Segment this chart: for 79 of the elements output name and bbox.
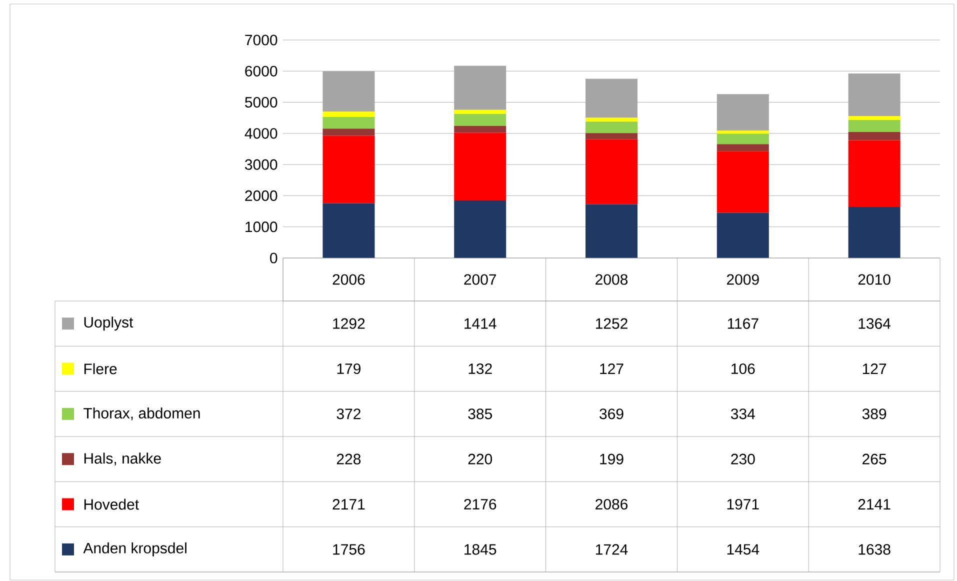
data-label: 1167 xyxy=(728,318,758,329)
data-label: 2086 xyxy=(596,498,628,510)
data-label: 127 xyxy=(600,364,624,374)
data-label: 265 xyxy=(862,454,886,464)
x-tick-label: 2007 xyxy=(464,274,496,285)
data-label: 132 xyxy=(468,363,492,374)
y-tick-label: 4000 xyxy=(244,128,278,139)
data-label: 389 xyxy=(862,408,886,420)
data-label: 1414 xyxy=(464,318,496,329)
y-tick-label: 3000 xyxy=(245,159,278,170)
bar xyxy=(454,66,506,110)
bar xyxy=(848,132,900,140)
data-label: 228 xyxy=(336,454,361,464)
x-tick-label: 2010 xyxy=(858,274,890,285)
bar xyxy=(716,212,769,258)
bar xyxy=(586,133,638,140)
x-tick-label: 2006 xyxy=(332,274,365,285)
bar xyxy=(586,122,638,134)
bar xyxy=(586,118,638,122)
bar xyxy=(454,200,506,258)
legend-label: Thorax, abdomen xyxy=(84,408,200,420)
bar xyxy=(586,139,638,204)
bar xyxy=(322,136,375,204)
data-label: 369 xyxy=(600,408,624,420)
legend-label: Hovedet xyxy=(84,498,139,510)
bar xyxy=(716,134,769,144)
data-label: 179 xyxy=(337,363,360,374)
data-label: 2176 xyxy=(464,498,496,510)
y-tick-label: 0 xyxy=(270,252,278,264)
y-tick-label: 5000 xyxy=(245,96,278,108)
bar xyxy=(716,130,769,134)
bar xyxy=(848,140,900,207)
bar xyxy=(454,110,506,114)
data-label: 106 xyxy=(732,363,755,374)
data-label: 1292 xyxy=(333,318,365,329)
bar xyxy=(322,203,375,258)
bar xyxy=(454,126,506,133)
bar xyxy=(716,144,769,152)
legend-label: Uoplyst xyxy=(84,316,134,331)
bar xyxy=(586,204,638,258)
bar xyxy=(848,74,900,116)
data-label: 127 xyxy=(862,364,886,374)
bar xyxy=(848,120,900,132)
bar xyxy=(322,117,375,129)
bar xyxy=(716,94,769,130)
bar xyxy=(322,111,375,118)
y-tick-label: 6000 xyxy=(245,66,278,76)
data-label: 199 xyxy=(600,454,624,464)
bar xyxy=(716,151,769,213)
y-tick-label: 2000 xyxy=(245,190,278,202)
data-label: 334 xyxy=(730,408,755,420)
data-label: 230 xyxy=(731,454,755,464)
x-tick-label: 2009 xyxy=(726,274,759,285)
bar xyxy=(322,71,375,112)
y-tick-label: 7000 xyxy=(245,34,278,46)
data-label: 372 xyxy=(336,408,360,420)
data-label: 1252 xyxy=(596,318,628,329)
data-label: 220 xyxy=(468,454,492,464)
data-label: 1454 xyxy=(727,544,760,555)
data-label: 385 xyxy=(468,408,492,420)
legend-label: Anden kropsdel xyxy=(83,542,186,556)
data-label: 1364 xyxy=(858,318,891,329)
legend-label: Hals, nakke xyxy=(84,452,161,466)
data-label: 1638 xyxy=(858,544,890,555)
x-tick-label: 2008 xyxy=(596,274,628,285)
data-label: 2171 xyxy=(332,499,365,510)
data-label: 2141 xyxy=(858,499,890,510)
data-label: 1971 xyxy=(727,498,759,510)
data-label: 1756 xyxy=(333,544,365,555)
bar xyxy=(322,128,375,136)
y-tick-label: 1000 xyxy=(246,222,278,232)
legend-label: Flere xyxy=(84,363,117,374)
bar xyxy=(454,114,506,126)
bar xyxy=(848,206,900,258)
data-label: 1724 xyxy=(596,544,628,555)
bar xyxy=(848,116,900,120)
bar xyxy=(454,132,506,201)
data-label: 1845 xyxy=(464,544,496,555)
bar xyxy=(586,78,638,118)
